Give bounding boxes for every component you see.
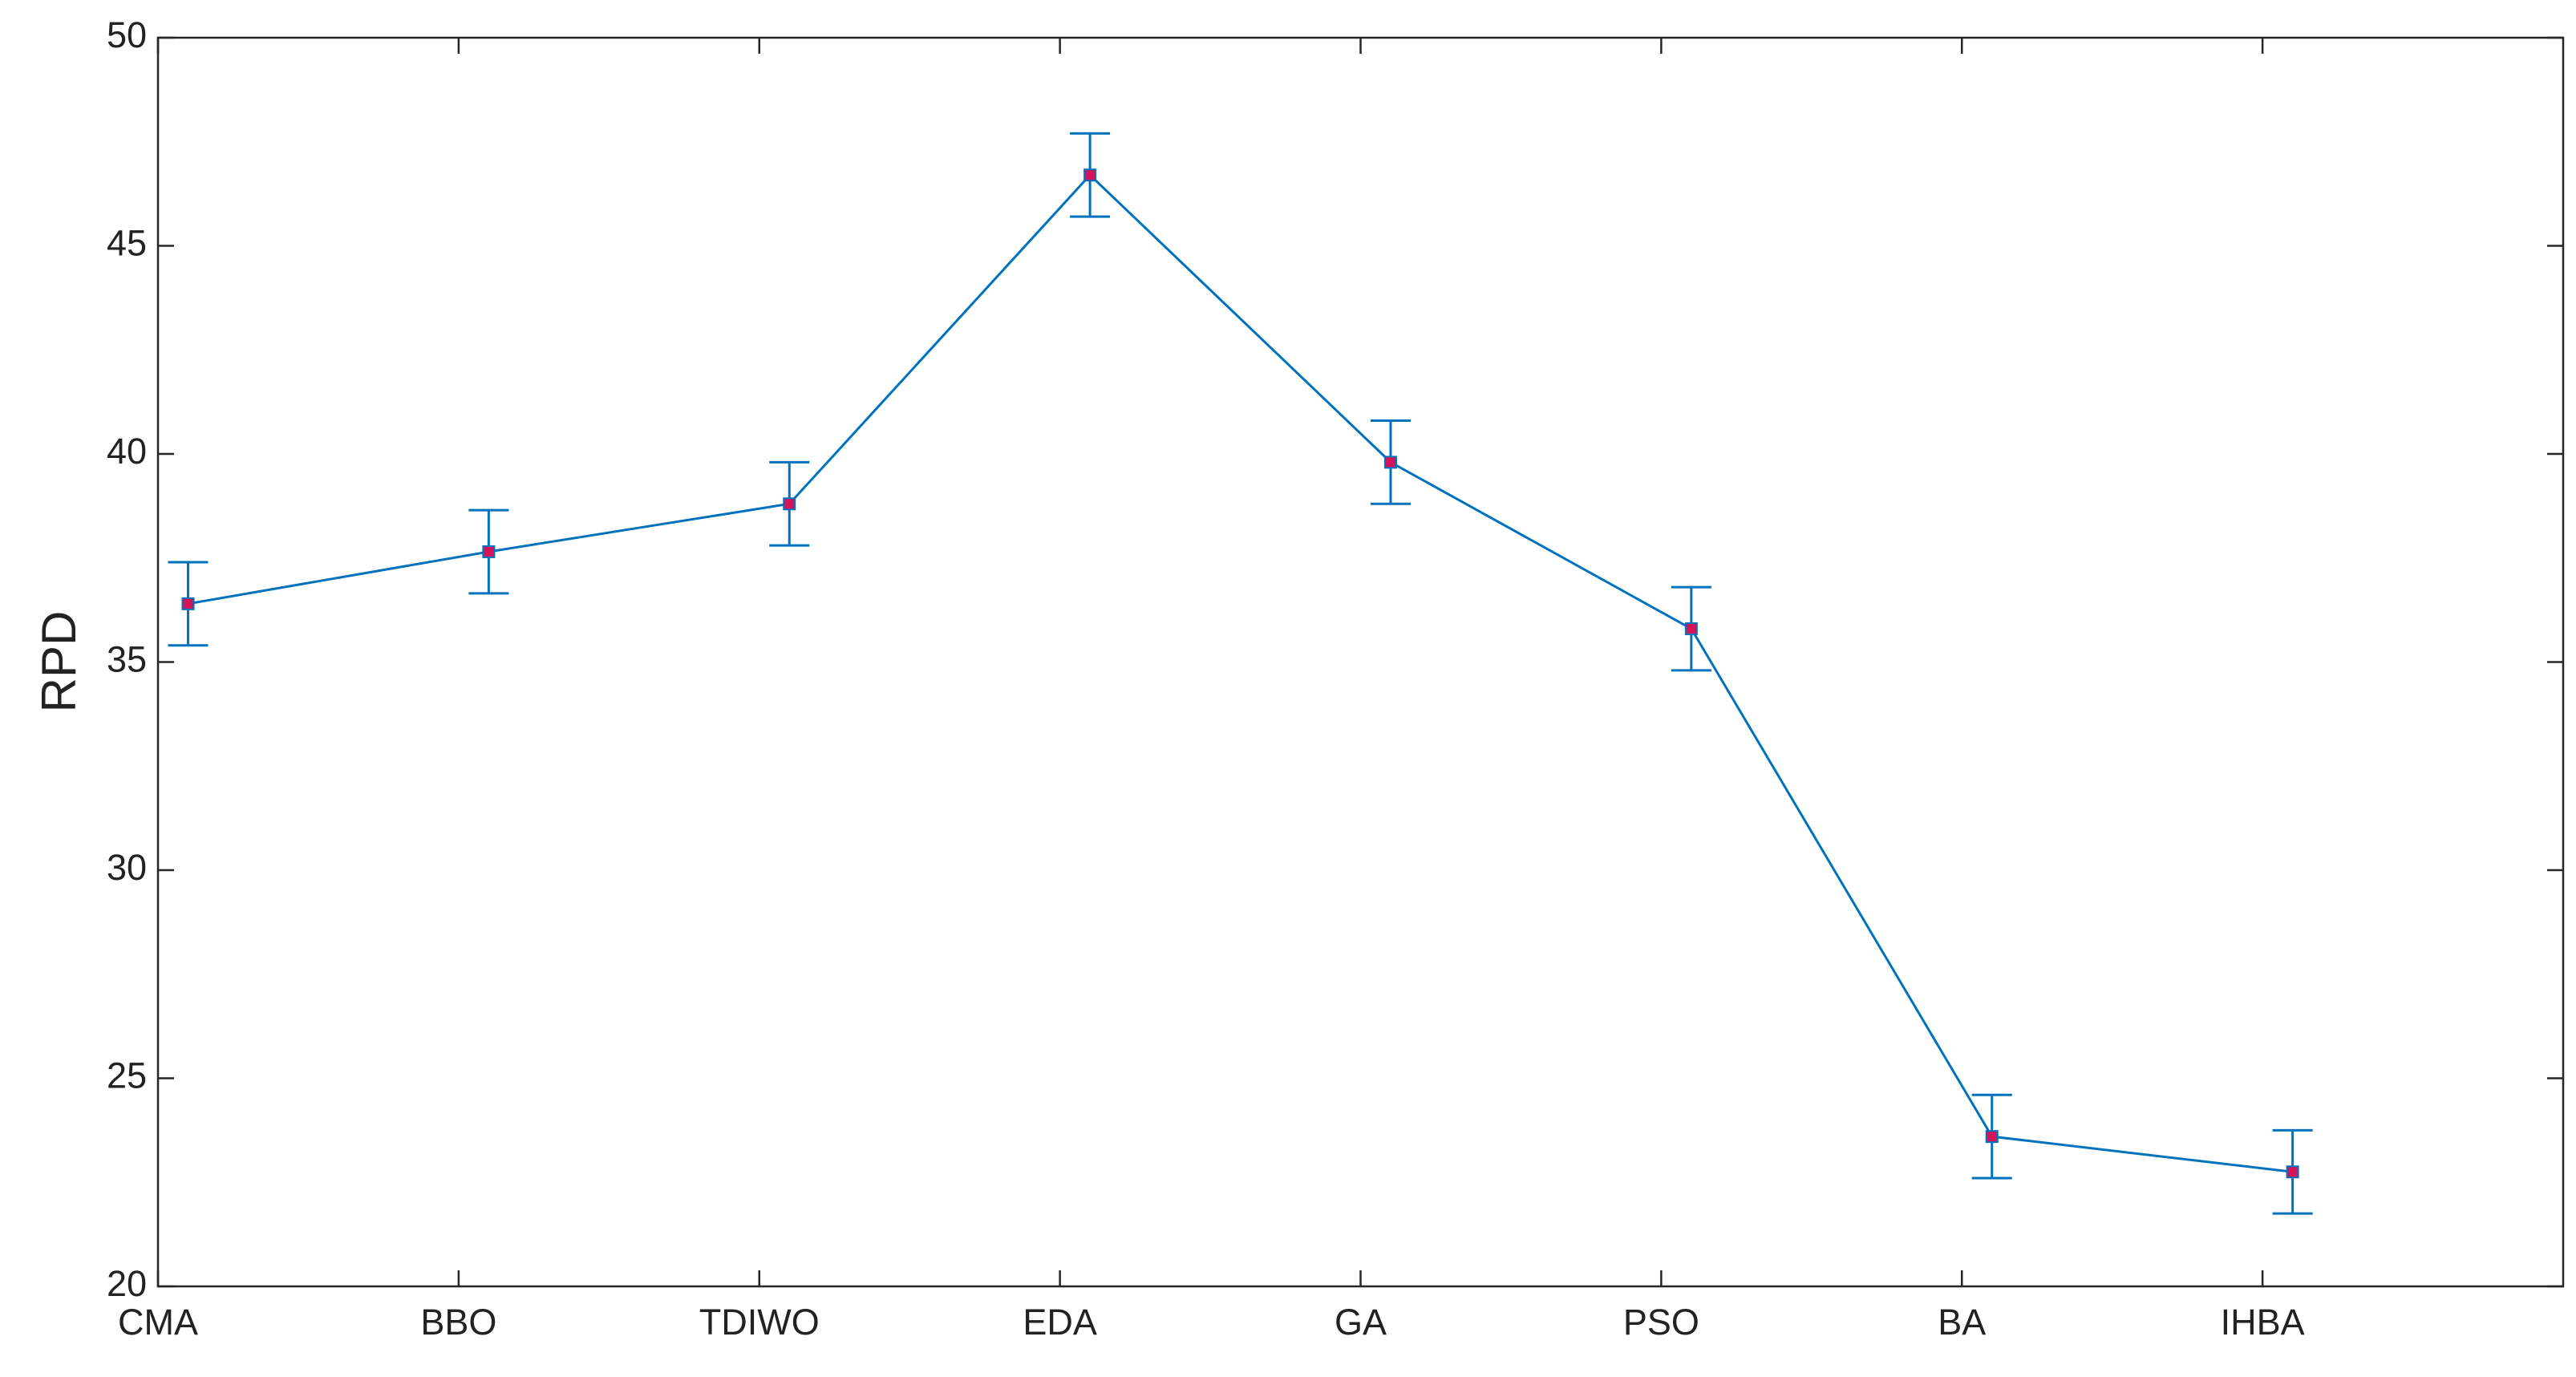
x-tick-label: GA <box>1335 1302 1387 1343</box>
marker <box>1083 168 1097 182</box>
y-axis-label: RPD <box>32 611 86 713</box>
data-line <box>188 173 2293 1173</box>
x-tick-label: PSO <box>1623 1302 1699 1343</box>
y-tick-label: 40 <box>107 431 147 472</box>
marker <box>783 497 796 511</box>
y-tick-label: 50 <box>107 14 147 55</box>
marker <box>482 545 496 558</box>
y-tick-label: 20 <box>107 1263 147 1304</box>
marker <box>1684 622 1698 635</box>
x-tick-label: BBO <box>420 1302 496 1343</box>
x-tick-label: BA <box>1938 1302 1986 1343</box>
marker <box>1985 1130 1999 1144</box>
marker <box>181 597 195 610</box>
x-tick-label: CMA <box>118 1302 198 1343</box>
plot-frame <box>156 36 2565 1288</box>
x-tick-label: EDA <box>1023 1302 1097 1343</box>
y-tick-label: 45 <box>107 222 147 263</box>
y-tick-label: 30 <box>107 847 147 888</box>
y-tick-label: 25 <box>107 1055 147 1096</box>
marker <box>2286 1165 2299 1179</box>
y-tick-label: 35 <box>107 638 147 679</box>
x-tick-label: IHBA <box>2221 1302 2305 1343</box>
x-tick-label: TDIWO <box>699 1302 820 1343</box>
marker <box>1383 456 1397 469</box>
